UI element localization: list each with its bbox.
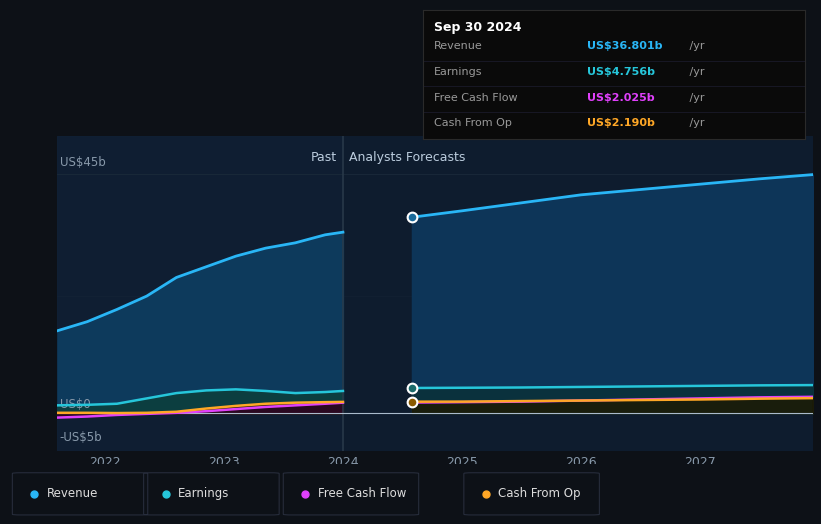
Text: US$45b: US$45b	[60, 156, 106, 169]
Text: Free Cash Flow: Free Cash Flow	[318, 487, 406, 500]
Text: Earnings: Earnings	[434, 67, 483, 77]
Text: Past: Past	[311, 151, 337, 164]
Text: /yr: /yr	[686, 67, 704, 77]
Text: US$2.190b: US$2.190b	[587, 118, 655, 128]
Text: /yr: /yr	[686, 41, 704, 51]
Text: Revenue: Revenue	[47, 487, 99, 500]
Text: Revenue: Revenue	[434, 41, 483, 51]
Text: Analysts Forecasts: Analysts Forecasts	[349, 151, 466, 164]
Text: -US$5b: -US$5b	[60, 431, 103, 444]
Text: Earnings: Earnings	[178, 487, 230, 500]
Text: US$0: US$0	[60, 398, 90, 411]
Text: US$4.756b: US$4.756b	[587, 67, 655, 77]
Text: Free Cash Flow: Free Cash Flow	[434, 93, 518, 103]
Text: Cash From Op: Cash From Op	[434, 118, 512, 128]
Text: /yr: /yr	[686, 93, 704, 103]
Text: Cash From Op: Cash From Op	[498, 487, 580, 500]
Text: US$2.025b: US$2.025b	[587, 93, 654, 103]
Text: /yr: /yr	[686, 118, 704, 128]
Text: US$36.801b: US$36.801b	[587, 41, 663, 51]
Text: Sep 30 2024: Sep 30 2024	[434, 21, 522, 34]
Bar	[57, 136, 343, 451]
